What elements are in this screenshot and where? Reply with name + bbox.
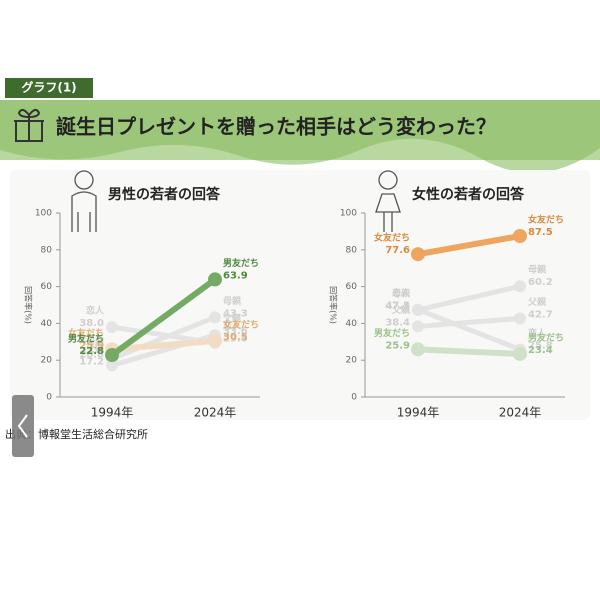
series-line [415,346,523,357]
panel [10,170,590,420]
value-label: 29.5 [223,334,248,345]
y-tick-label: 100 [340,209,357,219]
tag: グラフ(1) [21,80,76,95]
value-label: 22.8 [79,346,104,357]
series-name-label: 母親 [528,264,546,276]
series-name-label: 父親 [222,313,241,325]
value-label: 23.4 [528,345,553,356]
y-tick-label: 20 [41,356,53,366]
value-label: 60.2 [528,277,553,288]
series-name-label: 恋人 [528,327,547,339]
x-tick-label: 1994年 [397,406,440,420]
series-name-label: 男友だち [374,327,410,339]
value-label: 47.5 [385,301,410,312]
data-point [106,359,118,372]
prev-button[interactable] [12,395,34,457]
series-line [415,283,523,313]
value-label: 17.2 [79,356,104,367]
series-name-label: 男友だち [223,257,259,269]
series-line [109,276,218,359]
y-tick-label: 80 [346,245,358,255]
value-label: 38.0 [79,318,104,329]
x-tick-label: 2024年 [194,406,237,420]
value-label: 25.9 [385,340,410,351]
prev-arrow [17,414,28,438]
data-point [514,312,526,325]
y-tick-label: 40 [41,319,53,329]
value-label: 42.7 [528,309,553,320]
value-label: 47.3 [385,301,410,312]
value-label: 25.8 [528,341,553,352]
series-name-label: 女友だち [374,232,410,244]
tag-box [5,78,93,98]
title: 誕生日プレゼントを贈った相手はどう変わった？ [56,115,496,139]
value-label: 33.6 [223,326,248,337]
value-label: 38.4 [385,317,410,328]
data-point [514,280,526,293]
series-line [415,233,523,258]
data-point [412,320,424,333]
data-point [412,303,424,316]
series-name-label: 恋人 [223,320,242,332]
data-point [208,333,222,348]
series-line [415,307,523,353]
data-point [209,311,221,324]
y-tick-label: 80 [41,245,53,255]
data-point [106,321,118,334]
data-point [105,348,119,363]
chart-title: 女性の若者の回答 [412,186,525,203]
value-label: 43.3 [223,308,248,319]
data-point [513,229,527,243]
series-name-label: 男友だち [528,331,564,343]
y-tick-label: 60 [41,282,53,292]
y-tick-label: 40 [346,319,358,329]
y-tick-label: 100 [35,209,52,219]
source: 出典：博報堂生活総合研究所 [5,427,148,441]
value-label: 63.9 [223,270,248,281]
chart-title: 男性の若者の回答 [108,186,221,203]
series-line [415,315,523,329]
series-name-label: 恋人 [86,305,105,317]
y-tick-label: 20 [346,356,358,366]
series-name-label: 母親 [392,287,410,299]
y-axis-label: 回答率(%) [24,286,34,324]
x-tick-label: 2024年 [499,406,542,420]
value-label: 87.5 [528,227,553,238]
value-label: 30.5 [223,332,248,343]
series-name-label: 父親 [527,296,546,308]
series-name-label: 女友だち [528,214,564,226]
series-name-label: 女友だち [223,318,259,330]
data-point [411,342,425,357]
series-name-label: 男友だち [68,333,104,345]
series-name-label: 父親 [85,343,104,355]
y-tick-label: 60 [346,282,358,292]
y-axis-label: 回答率(%) [329,286,339,324]
x-tick-label: 1994年 [91,406,134,420]
value-label: 20.8 [79,350,104,361]
header-edge [0,138,600,173]
gift-icon [14,109,44,142]
series-name-label: 母親 [223,295,241,307]
person-icon [71,170,401,232]
value-label: 25.9 [79,340,104,351]
data-point [513,346,527,361]
series-name-label: 母親 [86,336,104,348]
series-line [109,314,218,362]
series-name-label: 恋人 [392,287,411,299]
data-point [411,247,425,262]
y-tick-label: 0 [351,393,357,403]
data-point [208,272,222,287]
y-tick-label: 0 [46,393,52,403]
header-band [0,100,600,160]
series-name-label: 女友だち [68,327,104,339]
series-line [109,337,218,353]
value-label: 77.6 [385,245,410,256]
series-name-label: 父親 [391,304,410,316]
